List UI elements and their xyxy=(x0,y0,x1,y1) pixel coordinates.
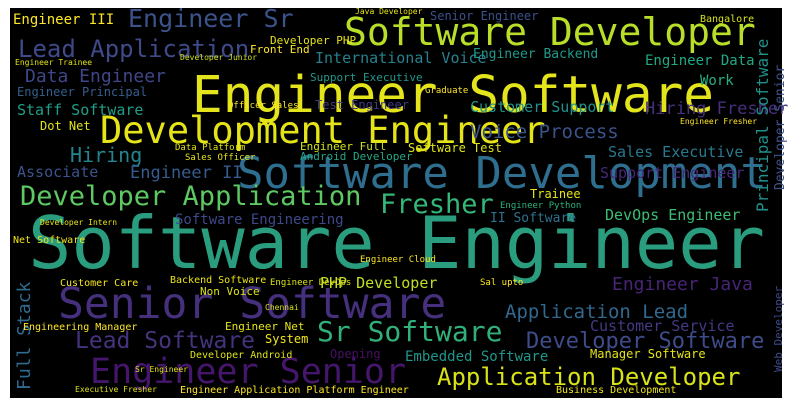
cloud-word: Engineer III xyxy=(13,12,114,28)
cloud-word: Developer Software xyxy=(526,329,764,354)
cloud-word: Engineer DevOps xyxy=(270,278,351,288)
cloud-word: Business Development xyxy=(556,385,676,396)
cloud-word: System xyxy=(265,332,308,346)
cloud-word: Engineer Software xyxy=(192,66,714,125)
cloud-word: Development Engineer xyxy=(100,109,546,152)
cloud-word: Engineer Principal xyxy=(17,85,147,99)
cloud-word: Sr Software xyxy=(317,315,502,348)
cloud-word: Data Platform xyxy=(175,143,245,153)
cloud-word: Full Stack xyxy=(14,281,35,390)
cloud-word: Officer Sales xyxy=(228,101,298,111)
cloud-word: Associate xyxy=(17,163,98,181)
cloud-word: Developer Android xyxy=(190,350,292,361)
cloud-word: Engineer Fresher xyxy=(680,117,757,126)
cloud-word: Java Developer xyxy=(355,7,423,16)
cloud-word: Principal Software xyxy=(753,39,772,212)
cloud-word: Chennai xyxy=(265,303,299,312)
cloud-word: Engineer Full xyxy=(300,140,386,153)
cloud-word: Executive Fresher xyxy=(75,385,157,394)
cloud-word: DevOps Engineer xyxy=(605,206,740,224)
cloud-word: Application Lead xyxy=(505,301,688,323)
cloud-word: Application Developer xyxy=(437,363,740,391)
cloud-word: Senior Software xyxy=(58,279,446,329)
cloud-word: Graduate xyxy=(425,86,468,96)
cloud-word: Engineer Backend xyxy=(473,47,598,62)
cloud-word: Engineer Java xyxy=(612,274,753,295)
cloud-word: Customer Care xyxy=(60,278,138,289)
cloud-word: Bangalore xyxy=(700,14,754,25)
cloud-word: Support Engineer xyxy=(600,164,745,182)
cloud-word: Developer Application xyxy=(20,181,361,212)
cloud-word: Software Test xyxy=(408,141,502,155)
cloud-word: Customer Service xyxy=(590,317,735,335)
cloud-word: Software Development xyxy=(237,148,767,199)
cloud-word: Data Engineer xyxy=(25,66,166,87)
cloud-word: Lead Application xyxy=(18,35,249,63)
cloud-word: Non Voice xyxy=(200,285,260,298)
cloud-word: Android Developer xyxy=(300,150,413,163)
cloud-word: Engineer Trainee xyxy=(15,58,92,67)
cloud-word: Software Engineer xyxy=(28,201,765,285)
cloud-word: Hiring Fresher xyxy=(645,99,788,119)
cloud-word: Engineer Python xyxy=(500,201,581,211)
cloud-word: Engineer Application Platform Engineer xyxy=(180,385,409,396)
cloud-word: Engineer Senior xyxy=(90,352,406,392)
cloud-word: Opening xyxy=(330,347,381,361)
cloud-word: Developer Junior xyxy=(180,53,257,62)
cloud-word: Test Engineer xyxy=(315,98,409,112)
cloud-word: Software Developer xyxy=(344,10,756,54)
cloud-word: Dot Net xyxy=(40,119,91,133)
cloud-word: Backend Software xyxy=(170,275,266,286)
cloud-word: Engineer II xyxy=(130,163,243,183)
cloud-word: International Voice xyxy=(315,49,487,67)
cloud-word: Software Engineering xyxy=(175,212,344,228)
cloud-word: Support Executive xyxy=(310,71,423,84)
cloud-word: Sr Engineer xyxy=(135,365,188,374)
cloud-word: Engineer Sr xyxy=(128,4,294,33)
cloud-word: Voice Process xyxy=(470,121,619,143)
cloud-word: Engineer Net xyxy=(225,320,304,333)
cloud-word: Manager Software xyxy=(590,347,706,361)
cloud-word: Web Developer xyxy=(772,286,785,372)
cloud-word: Engineer Data xyxy=(645,53,755,69)
cloud-word: Front End xyxy=(250,43,310,56)
cloud-word: Embedded Software xyxy=(405,349,548,365)
cloud-word: Sales Executive xyxy=(608,143,743,161)
cloud-word: Sales Officer xyxy=(185,153,256,163)
cloud-word: Sal upto xyxy=(480,278,523,288)
cloud-word: Developer Senior xyxy=(773,65,788,190)
cloud-word: Customer Support xyxy=(470,98,615,116)
cloud-word: PHP Developer xyxy=(320,274,437,292)
cloud-word: Work xyxy=(700,73,734,89)
cloud-word: Net Software xyxy=(13,235,85,246)
cloud-word: Developer Intern xyxy=(40,218,117,227)
cloud-word: Engineer Cloud xyxy=(360,255,436,265)
cloud-word: Senior Engineer xyxy=(430,9,538,23)
cloud-word: Fresher xyxy=(380,189,494,220)
cloud-word: Developer PHP xyxy=(270,34,356,47)
cloud-background xyxy=(10,8,782,398)
cloud-word: Engineering Manager xyxy=(23,322,137,333)
cloud-word: Hiring xyxy=(70,143,142,167)
cloud-word: Trainee xyxy=(530,187,581,201)
cloud-word: Lead Software xyxy=(75,328,255,354)
cloud-word: Staff Software xyxy=(17,101,143,119)
cloud-word: II Software xyxy=(490,211,576,226)
